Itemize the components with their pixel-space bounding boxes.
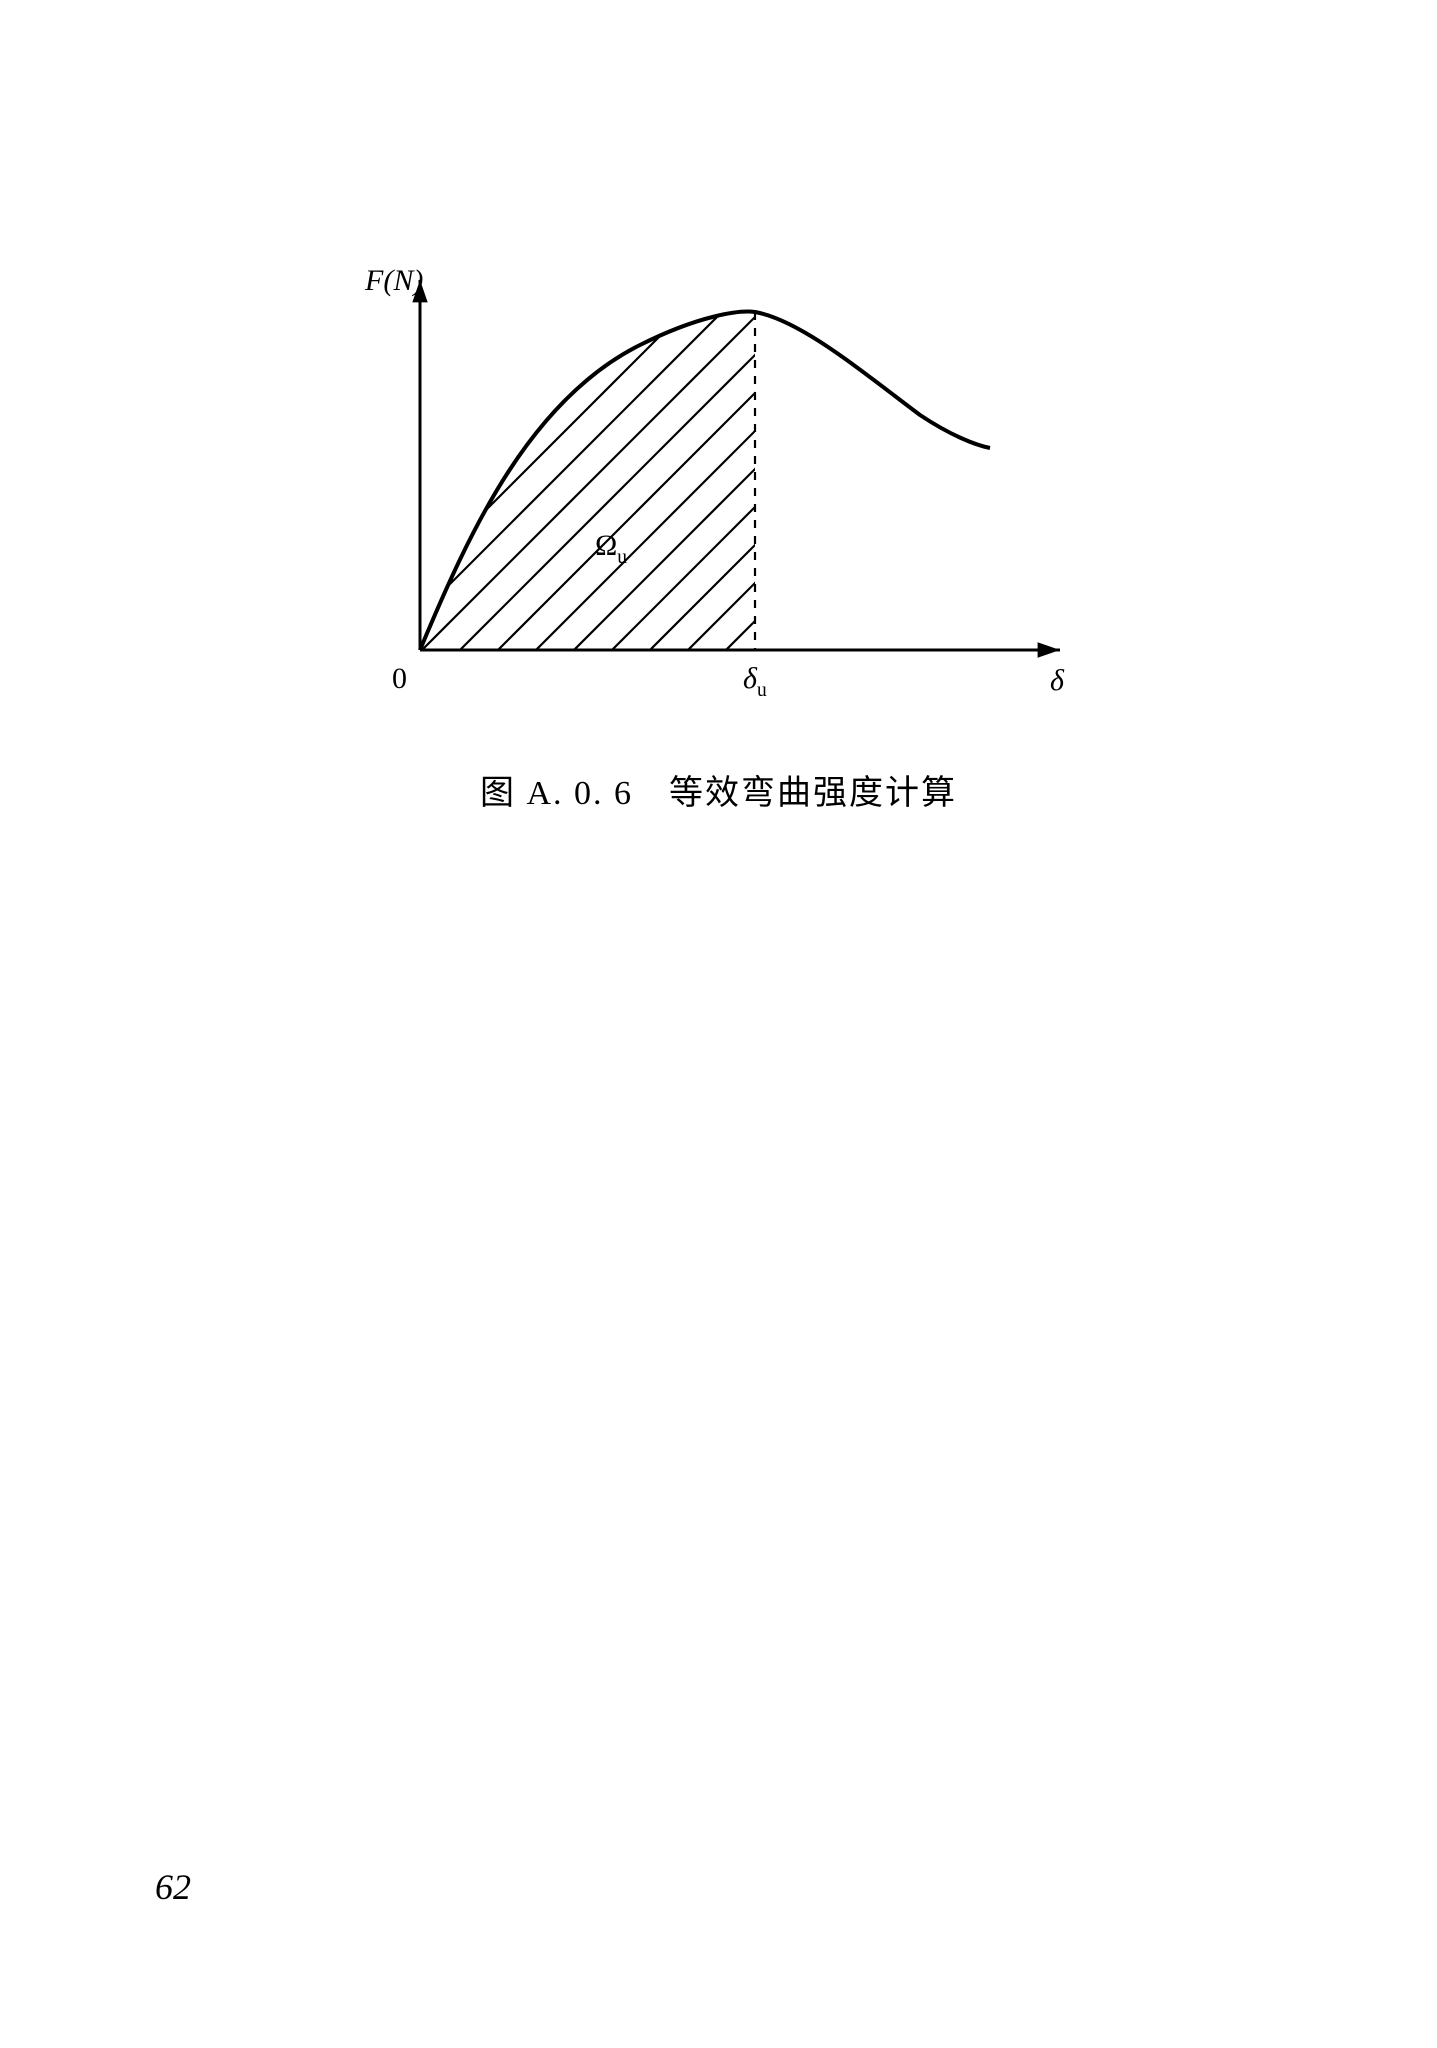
diagram-svg: F(N) δ 0 δu Ωu bbox=[360, 250, 1110, 730]
figure-a-0-6: F(N) δ 0 δu Ωu bbox=[360, 250, 1110, 730]
delta-u-tick-label: δu bbox=[743, 662, 767, 701]
hatched-area bbox=[370, 250, 805, 730]
page-number: 62 bbox=[155, 1866, 191, 1908]
omega-u-label: Ωu bbox=[595, 529, 627, 568]
x-axis-label: δ bbox=[1050, 664, 1065, 697]
origin-label: 0 bbox=[392, 662, 407, 695]
page: F(N) δ 0 δu Ωu 图 A. 0. 6 等效弯曲强度计算 62 bbox=[0, 0, 1437, 2048]
y-axis-label: F(N) bbox=[364, 264, 423, 297]
x-axis-arrow-icon bbox=[1038, 642, 1060, 657]
figure-caption: 图 A. 0. 6 等效弯曲强度计算 bbox=[0, 765, 1437, 814]
